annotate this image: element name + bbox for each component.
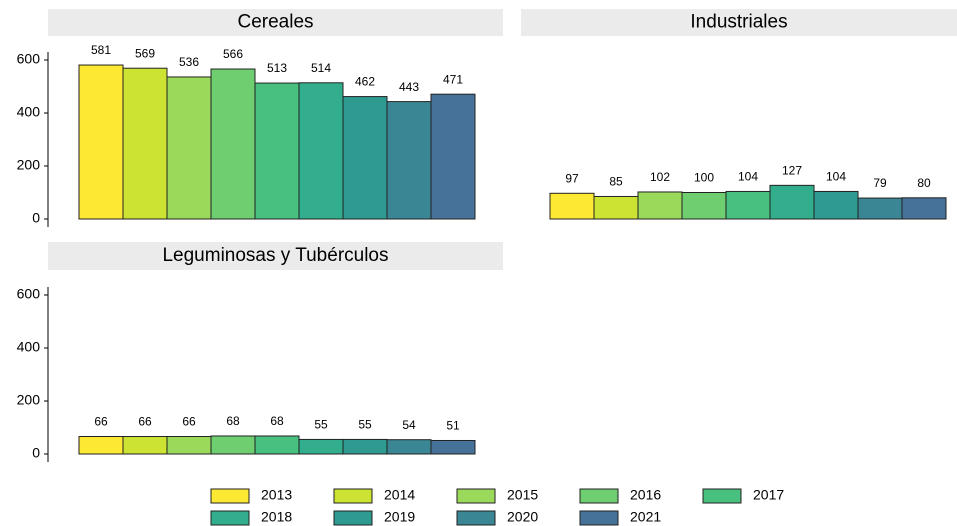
- y-tick-label: 600: [17, 286, 41, 302]
- value-label: 581: [91, 43, 111, 57]
- bar: [342, 96, 388, 220]
- bar: [769, 184, 815, 220]
- value-label: 55: [358, 418, 372, 432]
- bar: [254, 82, 300, 220]
- legend-swatch: [702, 488, 742, 504]
- value-label: 66: [138, 415, 152, 429]
- value-label: 471: [443, 72, 463, 86]
- strip-background: [48, 242, 503, 270]
- legend-label: 2014: [384, 487, 415, 503]
- bar: [166, 436, 212, 455]
- y-tick-label: 600: [17, 51, 41, 67]
- bar: [430, 439, 476, 455]
- strip-background: [48, 9, 503, 36]
- value-label: 569: [135, 46, 155, 60]
- y-tick-label: 200: [17, 157, 41, 173]
- strip-background: [521, 9, 957, 36]
- value-label: 68: [270, 414, 284, 428]
- value-label: 68: [226, 414, 240, 428]
- legend-swatch: [579, 510, 619, 526]
- value-label: 55: [314, 418, 328, 432]
- legend-swatch: [210, 488, 250, 504]
- bar: [166, 76, 212, 220]
- value-label: 102: [650, 170, 670, 184]
- bar: [254, 435, 300, 455]
- y-tick-label: 400: [17, 104, 41, 120]
- value-label: 462: [355, 75, 375, 89]
- panel-title: Industriales: [690, 12, 787, 33]
- y-tick-label: 0: [32, 210, 40, 226]
- value-label: 514: [311, 61, 331, 75]
- legend-label: 2018: [261, 509, 292, 525]
- legend-swatch: [456, 488, 496, 504]
- value-label: 51: [446, 419, 460, 433]
- value-label: 54: [402, 418, 416, 432]
- bar: [813, 190, 859, 220]
- y-tick-label: 400: [17, 339, 41, 355]
- value-label: 85: [609, 175, 623, 189]
- bar: [342, 438, 388, 455]
- value-label: 104: [826, 170, 846, 184]
- legend-label: 2019: [384, 509, 415, 525]
- value-label: 443: [399, 80, 419, 94]
- bar: [122, 67, 168, 220]
- bar: [298, 82, 344, 220]
- bar: [122, 436, 168, 455]
- value-label: 80: [917, 176, 931, 190]
- value-label: 97: [565, 171, 579, 185]
- legend-swatch: [210, 510, 250, 526]
- legend-swatch: [579, 488, 619, 504]
- value-label: 536: [179, 55, 199, 69]
- value-label: 127: [782, 164, 802, 178]
- y-tick-label: 0: [32, 445, 40, 461]
- legend-label: 2013: [261, 487, 292, 503]
- legend-label: 2015: [507, 487, 538, 503]
- value-label: 104: [738, 170, 758, 184]
- legend-label: 2020: [507, 509, 538, 525]
- bar: [386, 101, 432, 220]
- value-label: 100: [694, 171, 714, 185]
- bar: [386, 439, 432, 455]
- bar: [298, 438, 344, 455]
- bar: [78, 436, 124, 455]
- legend-swatch: [333, 488, 373, 504]
- value-label: 66: [182, 415, 196, 429]
- value-label: 566: [223, 47, 243, 61]
- legend-label: 2017: [753, 487, 784, 503]
- bar: [78, 64, 124, 220]
- legend-label: 2021: [630, 509, 661, 525]
- panel-title: Cereales: [237, 12, 313, 33]
- bar: [857, 197, 903, 220]
- value-label: 513: [267, 61, 287, 75]
- legend-swatch: [333, 510, 373, 526]
- legend-label: 2016: [630, 487, 661, 503]
- bar: [725, 190, 771, 220]
- bar: [593, 195, 639, 220]
- bar: [637, 191, 683, 220]
- panel-title: Leguminosas y Tubérculos: [162, 245, 388, 266]
- bar: [210, 435, 256, 455]
- bar: [901, 197, 947, 220]
- y-tick-label: 200: [17, 392, 41, 408]
- bar: [549, 192, 595, 220]
- value-label: 66: [94, 415, 108, 429]
- bar: [210, 68, 256, 220]
- legend-swatch: [456, 510, 496, 526]
- value-label: 79: [873, 176, 887, 190]
- bar: [430, 93, 476, 220]
- bar: [681, 192, 727, 220]
